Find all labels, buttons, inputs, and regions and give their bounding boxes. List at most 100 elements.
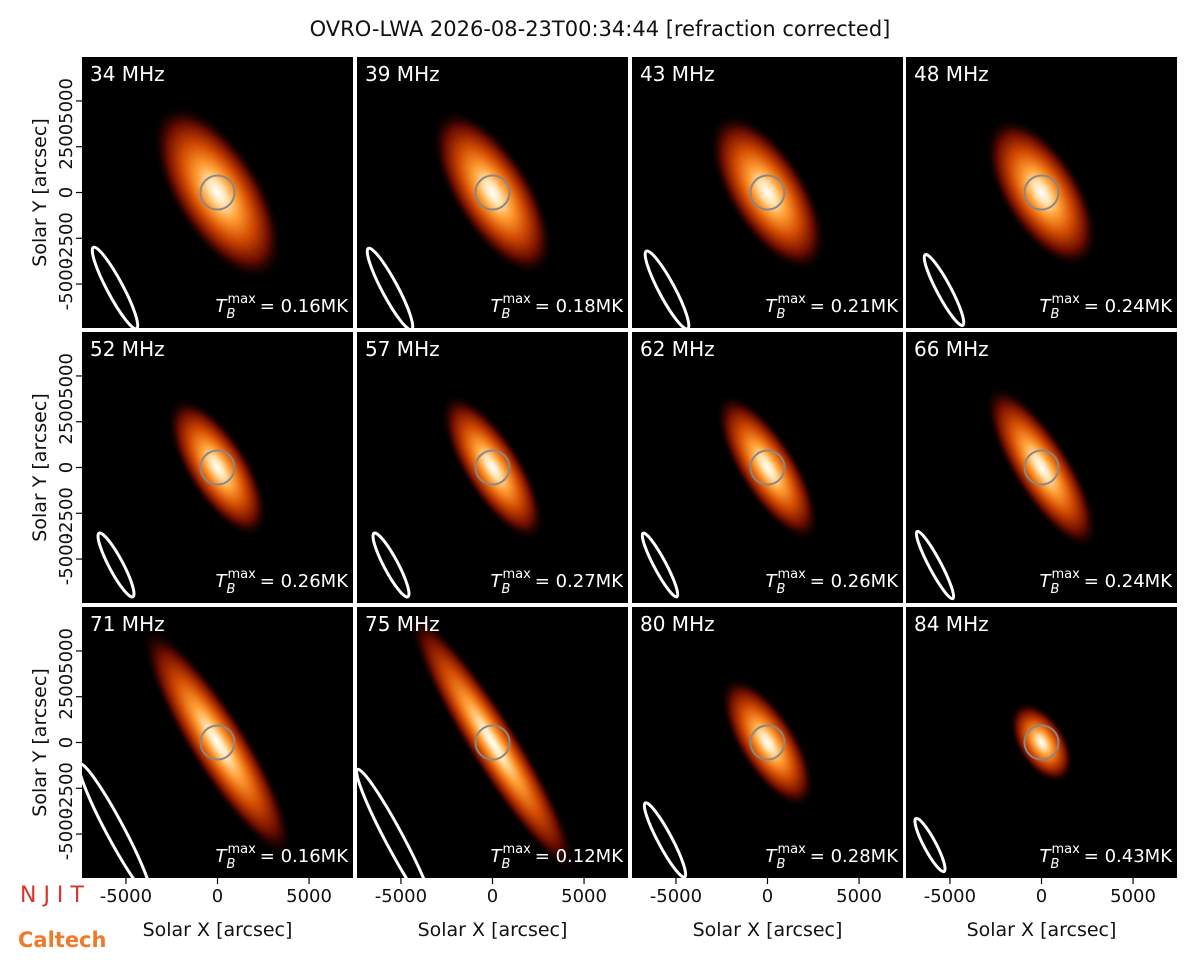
tb-value: = 0.28MK	[810, 846, 899, 867]
panel	[642, 676, 815, 878]
beam	[643, 249, 691, 328]
y-axis-label: Solar Y [arcsec]	[29, 393, 51, 541]
frequency-label: 52 MHz	[90, 337, 165, 361]
beam	[357, 767, 435, 878]
beam	[642, 801, 688, 878]
y-tick-label: -5000	[56, 258, 77, 310]
tb-symbol: T	[491, 846, 504, 867]
panel	[643, 113, 827, 328]
x-axis-label: Solar X [arcsec]	[143, 919, 293, 941]
frequency-label: 39 MHz	[365, 62, 440, 86]
tb-value: = 0.12MK	[535, 846, 624, 867]
frequency-label: 34 MHz	[90, 62, 165, 86]
tb-value: = 0.21MK	[810, 296, 899, 317]
solar-disk	[199, 174, 236, 211]
tb-symbol: T	[1040, 571, 1053, 592]
radio-source	[152, 104, 283, 281]
beam	[371, 531, 411, 599]
y-tick-label: 0	[56, 737, 77, 748]
radio-source	[167, 397, 268, 538]
beam	[90, 245, 140, 328]
tb-max-label: TBmax = 0.26MK	[766, 567, 900, 597]
solar-disk	[749, 449, 786, 486]
panel	[371, 393, 545, 599]
y-tick-label: 5000	[56, 78, 77, 124]
tb-value: = 0.18MK	[535, 296, 624, 317]
tb-sup: max	[502, 842, 531, 857]
x-tick-label: -5000	[650, 886, 702, 907]
tb-value: = 0.27MK	[535, 571, 624, 592]
panel	[913, 702, 1074, 874]
tb-max-label: TBmax = 0.12MK	[491, 842, 625, 872]
tb-sup: max	[777, 842, 806, 857]
beam	[914, 529, 956, 601]
y-tick-label: -5000	[56, 808, 77, 860]
frequency-label: 80 MHz	[640, 612, 715, 636]
panel	[914, 385, 1098, 601]
frequency-label: 57 MHz	[365, 337, 440, 361]
frequency-label: 66 MHz	[914, 337, 989, 361]
radio-source	[431, 109, 554, 276]
x-tick-label: 5000	[836, 886, 882, 907]
radio-source	[440, 393, 545, 542]
x-tick-label: 0	[762, 886, 773, 907]
tb-sub: B	[1051, 857, 1060, 872]
tb-sup: max	[227, 292, 256, 307]
tb-symbol: T	[1040, 846, 1053, 867]
panel	[90, 104, 283, 328]
y-tick-label: 5000	[56, 628, 77, 674]
solar-disk	[199, 449, 236, 486]
radio-source	[985, 117, 1098, 268]
tb-symbol: T	[491, 296, 504, 317]
beam	[922, 253, 966, 327]
tb-max-label: TBmax = 0.43MK	[1040, 842, 1174, 872]
x-tick-label: 0	[1036, 886, 1047, 907]
frequency-label: 62 MHz	[640, 337, 715, 361]
tb-sub: B	[227, 857, 236, 872]
panel	[640, 393, 820, 599]
radio-source	[720, 676, 815, 809]
radio-source	[1009, 702, 1074, 783]
solar-disk	[749, 174, 786, 211]
tb-symbol: T	[491, 571, 504, 592]
x-axis-label: Solar X [arcsec]	[418, 919, 568, 941]
beam	[913, 816, 947, 874]
x-tick-label: 5000	[1110, 886, 1156, 907]
x-tick-label: 0	[212, 886, 223, 907]
tb-value: = 0.24MK	[1084, 571, 1173, 592]
x-tick-label: -5000	[100, 886, 152, 907]
tb-sup: max	[227, 842, 256, 857]
frequency-label: 84 MHz	[914, 612, 989, 636]
tb-value: = 0.24MK	[1084, 296, 1173, 317]
tb-sup: max	[502, 292, 531, 307]
radio-source	[715, 393, 820, 542]
tb-sub: B	[777, 307, 786, 322]
tb-max-label: TBmax = 0.26MK	[216, 567, 350, 597]
tb-symbol: T	[766, 296, 779, 317]
y-tick-label: -2500	[56, 487, 77, 539]
x-tick-label: -5000	[924, 886, 976, 907]
y-tick-label: 5000	[56, 353, 77, 399]
tb-max-label: TBmax = 0.24MK	[1040, 292, 1174, 322]
logo-caltech: Caltech	[18, 928, 106, 952]
tb-sup: max	[227, 567, 256, 582]
tb-sup: max	[1051, 292, 1080, 307]
y-tick-label: 2500	[56, 674, 77, 720]
y-tick-label: -5000	[56, 533, 77, 585]
radio-source	[141, 626, 294, 859]
y-tick-label: -2500	[56, 212, 77, 264]
tb-value: = 0.26MK	[260, 571, 349, 592]
solar-disk	[474, 724, 511, 761]
tb-sub: B	[502, 307, 511, 322]
tb-max-label: TBmax = 0.16MK	[216, 292, 350, 322]
tb-symbol: T	[766, 846, 779, 867]
radio-source	[407, 610, 578, 875]
tb-value: = 0.16MK	[260, 296, 349, 317]
panel	[96, 397, 268, 599]
tb-symbol: T	[216, 571, 229, 592]
y-axis-label: Solar Y [arcsec]	[29, 668, 51, 816]
panel	[82, 626, 294, 878]
tb-symbol: T	[216, 846, 229, 867]
panel	[365, 109, 554, 328]
frequency-label: 71 MHz	[90, 612, 165, 636]
